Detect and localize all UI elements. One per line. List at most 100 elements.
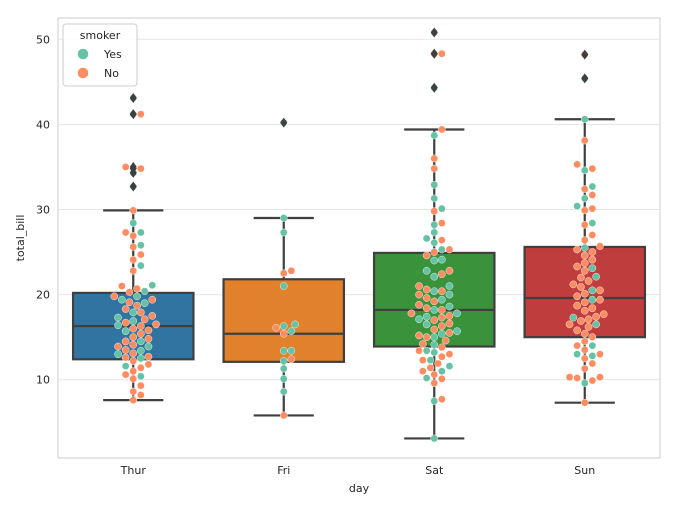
swarm-point-thur-yes-22 <box>137 337 145 346</box>
outlier-sat-0 <box>430 82 438 93</box>
swarm-point-sun-no-44 <box>573 262 581 271</box>
swarm-point-sat-yes-48 <box>445 290 454 299</box>
swarm-point-sun-no-46 <box>588 255 597 264</box>
swarm-point-fri-yes-2 <box>279 375 288 383</box>
swarm-point-fri-no-5 <box>287 355 296 364</box>
swarm-point-sun-no-53 <box>588 231 597 239</box>
swarm-point-sat-no-45 <box>430 297 439 306</box>
swarm-point-sat-no-35 <box>438 313 446 322</box>
swarm-point-sun-yes-67 <box>580 115 589 124</box>
outlier-markers <box>129 27 589 192</box>
swarm-point-thur-no-11 <box>129 357 138 365</box>
swarm-point-fri-no-0 <box>279 411 288 420</box>
swarm-point-thur-yes-58 <box>137 241 145 250</box>
swarm-point-thur-no-21 <box>129 341 138 349</box>
swarm-point-sun-no-39 <box>584 277 593 285</box>
swarm-point-sat-yes-31 <box>422 320 431 329</box>
swarm-point-sun-yes-41 <box>592 272 600 281</box>
swarm-point-sat-no-29 <box>430 325 439 334</box>
outlier-fri-0 <box>280 117 288 128</box>
swarm-point-sat-no-32 <box>445 319 454 328</box>
swarm-point-sat-yes-63 <box>438 245 446 254</box>
swarm-point-fri-no-10 <box>272 323 280 332</box>
swarm-point-sat-no-22 <box>441 336 450 345</box>
swarm-point-sat-yes-50 <box>430 287 439 295</box>
swarm-point-sun-no-5 <box>565 373 574 381</box>
swarm-point-thur-no-33 <box>121 318 130 327</box>
swarm-point-sat-no-4 <box>438 375 446 383</box>
swarm-point-sat-no-70 <box>438 219 446 227</box>
x-tick-label-sun: Sun <box>574 464 595 477</box>
swarm-point-sat-no-37 <box>445 312 454 320</box>
swarm-point-thur-no-25 <box>129 333 138 341</box>
swarm-point-sun-no-21 <box>565 320 574 329</box>
swarm-point-thur-yes-44 <box>118 295 126 304</box>
swarm-point-thur-yes-34 <box>129 317 138 325</box>
swarm-point-sat-no-76 <box>430 154 439 163</box>
swarm-point-thur-no-45 <box>148 295 157 304</box>
swarm-point-sun-no-2 <box>588 376 597 385</box>
swarm-point-sat-no-58 <box>445 266 454 275</box>
swarm-point-sun-no-33 <box>573 292 581 301</box>
swarm-point-sun-yes-62 <box>588 182 597 191</box>
swarm-point-thur-no-24 <box>144 335 153 343</box>
y-tick-label-20: 20 <box>36 289 50 302</box>
swarm-point-sat-yes-28 <box>453 327 461 335</box>
swarm-point-sat-no-41 <box>438 306 446 314</box>
outlier-sun-1 <box>581 49 589 60</box>
outlier-thur-4 <box>129 109 137 120</box>
swarm-point-sat-no-25 <box>415 331 423 340</box>
swarm-point-sun-no-22 <box>577 317 585 325</box>
swarm-point-fri-yes-7 <box>287 346 296 355</box>
swarm-point-sat-no-19 <box>438 343 446 352</box>
swarm-point-sat-yes-46 <box>438 295 446 304</box>
swarm-point-thur-no-13 <box>121 353 130 362</box>
swarm-point-sat-yes-12 <box>426 356 435 364</box>
swarm-point-thur-yes-17 <box>137 346 145 355</box>
swarm-point-thur-no-57 <box>129 243 138 251</box>
swarm-point-sun-yes-10 <box>573 350 581 358</box>
swarm-point-thur-no-26 <box>137 329 145 338</box>
x-axis-label: day <box>349 482 370 495</box>
swarm-point-sun-no-32 <box>596 295 604 304</box>
swarm-point-thur-no-50 <box>133 284 141 293</box>
swarm-point-sun-no-51 <box>596 242 604 250</box>
swarm-point-sat-yes-1 <box>430 397 439 405</box>
swarm-point-sun-yes-50 <box>580 243 589 252</box>
swarm-point-sat-no-71 <box>430 207 439 215</box>
x-tick-label-thur: Thur <box>120 464 147 477</box>
swarm-point-sat-no-6 <box>430 370 439 379</box>
swarm-point-thur-no-28 <box>144 326 153 335</box>
swarm-point-sun-no-64 <box>588 164 597 173</box>
swarm-point-sun-yes-24 <box>569 313 578 322</box>
swarm-point-sat-no-33 <box>430 316 439 324</box>
swarm-point-thur-no-2 <box>129 387 138 396</box>
swarm-point-sat-yes-57 <box>422 266 431 275</box>
swarm-point-sat-yes-5 <box>422 374 431 382</box>
swarm-point-thur-no-16 <box>129 349 138 358</box>
swarm-point-sat-no-61 <box>422 251 431 260</box>
swarm-point-sun-no-3 <box>573 374 581 382</box>
swarm-point-sat-no-27 <box>445 329 454 337</box>
swarm-point-thur-yes-27 <box>121 327 130 335</box>
y-tick-label-40: 40 <box>36 118 50 131</box>
swarm-point-sat-yes-68 <box>430 228 439 237</box>
swarm-point-thur-no-29 <box>129 324 138 333</box>
swarm-point-sat-no-13 <box>419 356 427 364</box>
legend-label-no: No <box>104 67 119 80</box>
swarm-point-thur-yes-5 <box>137 372 145 381</box>
swarm-point-sun-yes-35 <box>588 286 597 295</box>
swarm-point-sat-yes-60 <box>438 255 446 264</box>
swarm-point-sun-no-4 <box>596 373 604 381</box>
swarm-point-thur-yes-15 <box>114 350 122 358</box>
swarm-point-sat-yes-77 <box>430 131 439 140</box>
swarm-point-sat-no-15 <box>445 350 454 358</box>
swarm-point-sat-yes-23 <box>430 333 439 341</box>
swarm-point-fri-no-15 <box>287 266 296 275</box>
swarm-point-thur-no-14 <box>144 352 153 361</box>
swarm-point-fri-no-14 <box>279 269 288 278</box>
swarm-point-fri-no-8 <box>279 329 288 338</box>
legend: smoker Yes No <box>62 23 138 87</box>
swarm-point-sun-no-34 <box>580 289 589 298</box>
swarm-point-sun-no-54 <box>580 221 589 229</box>
